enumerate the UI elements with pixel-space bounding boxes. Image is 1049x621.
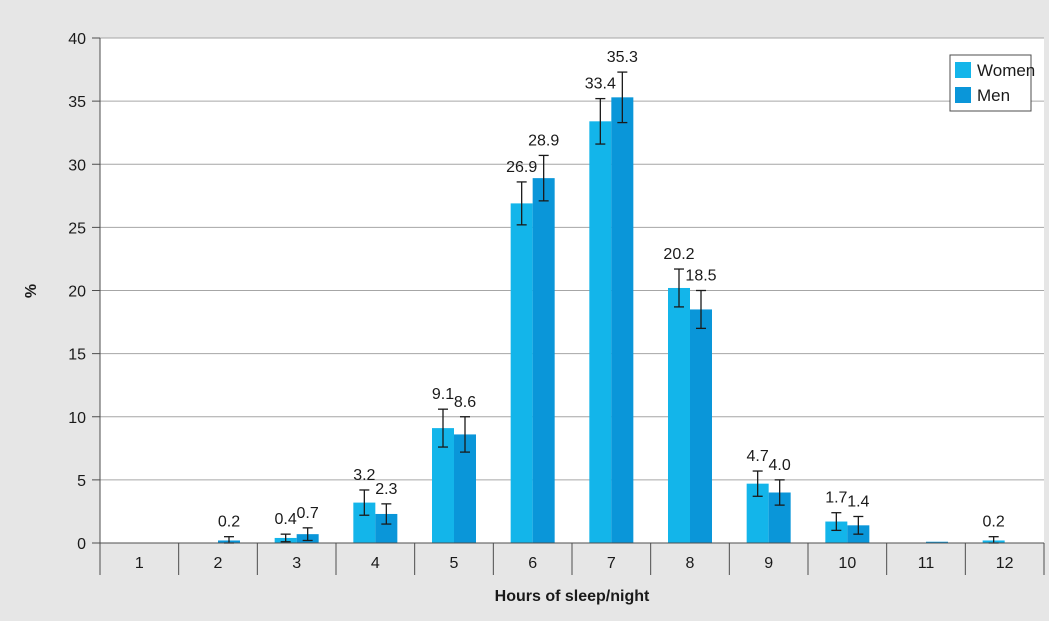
- data-label-men-2: 0.2: [218, 514, 240, 531]
- x-axis-title: Hours of sleep/night: [495, 588, 650, 605]
- data-label-women-12: 0.2: [983, 514, 1005, 531]
- bar-men-5: [454, 434, 476, 543]
- error-bar-women-5: [438, 408, 448, 448]
- data-label-men-4: 2.3: [375, 481, 397, 498]
- bar-men-9: [768, 492, 791, 543]
- bar-men-7: [611, 97, 634, 544]
- x-tick-label-2: 2: [214, 555, 223, 572]
- bar-men-6: [532, 178, 555, 543]
- error-bar-men-5: [460, 416, 470, 453]
- x-tick-label-6: 6: [528, 555, 537, 572]
- data-label-men-3: 0.7: [297, 505, 319, 522]
- error-bar-women-8: [674, 268, 684, 308]
- x-tick-label-7: 7: [607, 555, 616, 572]
- legend-swatch-men: [955, 87, 971, 103]
- data-label-women-6: 26.9: [506, 159, 537, 176]
- error-bar-women-3: [280, 533, 291, 543]
- y-tick-label-0: 0: [77, 536, 86, 553]
- data-label-men-5: 8.6: [454, 394, 476, 411]
- bar-women-5: [432, 428, 454, 543]
- error-bar-women-4: [359, 489, 370, 516]
- x-tick-label-9: 9: [764, 555, 773, 572]
- y-tick-label-40: 40: [68, 31, 86, 48]
- x-tick-label-8: 8: [686, 555, 695, 572]
- data-label-women-4: 3.2: [353, 467, 375, 484]
- y-tick-label-5: 5: [77, 473, 86, 490]
- y-tick-label-20: 20: [68, 284, 86, 301]
- y-tick-label-35: 35: [68, 94, 86, 111]
- bar-women-7: [589, 121, 612, 543]
- data-label-men-6: 28.9: [528, 132, 559, 149]
- error-bar-men-6: [538, 154, 549, 202]
- error-bar-men-7: [617, 71, 628, 124]
- data-label-men-8: 18.5: [685, 268, 716, 285]
- bar-men-11: [926, 541, 948, 543]
- legend-label-men: Men: [977, 86, 1010, 105]
- error-bar-women-9: [752, 470, 763, 497]
- bars: [218, 97, 1005, 544]
- x-tick-label-1: 1: [135, 555, 144, 572]
- y-tick-label-25: 25: [68, 220, 86, 237]
- data-label-men-7: 35.3: [607, 49, 638, 66]
- y-axis-title: %: [23, 284, 40, 298]
- x-tick-label-12: 12: [996, 555, 1014, 572]
- bar-women-4: [353, 502, 376, 543]
- error-bar-men-9: [774, 479, 785, 506]
- error-bar-men-10: [853, 515, 864, 535]
- error-bars: [224, 71, 999, 544]
- x-tick-label-3: 3: [292, 555, 301, 572]
- data-label-men-10: 1.4: [847, 493, 869, 510]
- legend-label-women: Women: [977, 61, 1035, 80]
- y-tick-label-15: 15: [68, 347, 86, 364]
- x-tick-label-10: 10: [838, 555, 856, 572]
- bar-women-8: [668, 287, 690, 543]
- bar-women-6: [510, 203, 533, 543]
- x-tick-label-11: 11: [918, 555, 935, 572]
- legend: Women Men: [949, 54, 1035, 112]
- error-bar-men-8: [696, 289, 706, 330]
- data-label-women-7: 33.4: [585, 76, 616, 93]
- y-tick-label-10: 10: [68, 410, 86, 427]
- gridlines: [100, 37, 1044, 481]
- data-label-men-9: 4.0: [769, 457, 791, 474]
- data-label-women-5: 9.1: [432, 386, 454, 403]
- error-bar-women-6: [516, 181, 527, 226]
- legend-swatch-women: [955, 62, 971, 78]
- bar-men-8: [690, 309, 712, 543]
- data-labels: 0.4 3.2 9.1 26.9 33.4 20.2 4.7 1.7 0.2 0.2 0.7 2.3 8…: [218, 49, 1005, 531]
- x-tick-label-5: 5: [450, 555, 459, 572]
- y-tick-label-30: 30: [68, 157, 86, 174]
- error-bar-men-3: [302, 527, 313, 542]
- bar-men-4: [375, 513, 398, 543]
- data-label-women-9: 4.7: [747, 448, 769, 465]
- data-label-women-10: 1.7: [825, 490, 847, 507]
- error-bar-men-4: [381, 503, 392, 525]
- data-label-women-8: 20.2: [663, 246, 694, 263]
- error-bar-women-10: [831, 512, 842, 532]
- x-tick-label-4: 4: [371, 555, 380, 572]
- error-bar-women-7: [595, 97, 606, 145]
- bar-women-10: [825, 521, 848, 543]
- data-label-women-3: 0.4: [275, 511, 297, 528]
- bar-women-9: [746, 483, 769, 543]
